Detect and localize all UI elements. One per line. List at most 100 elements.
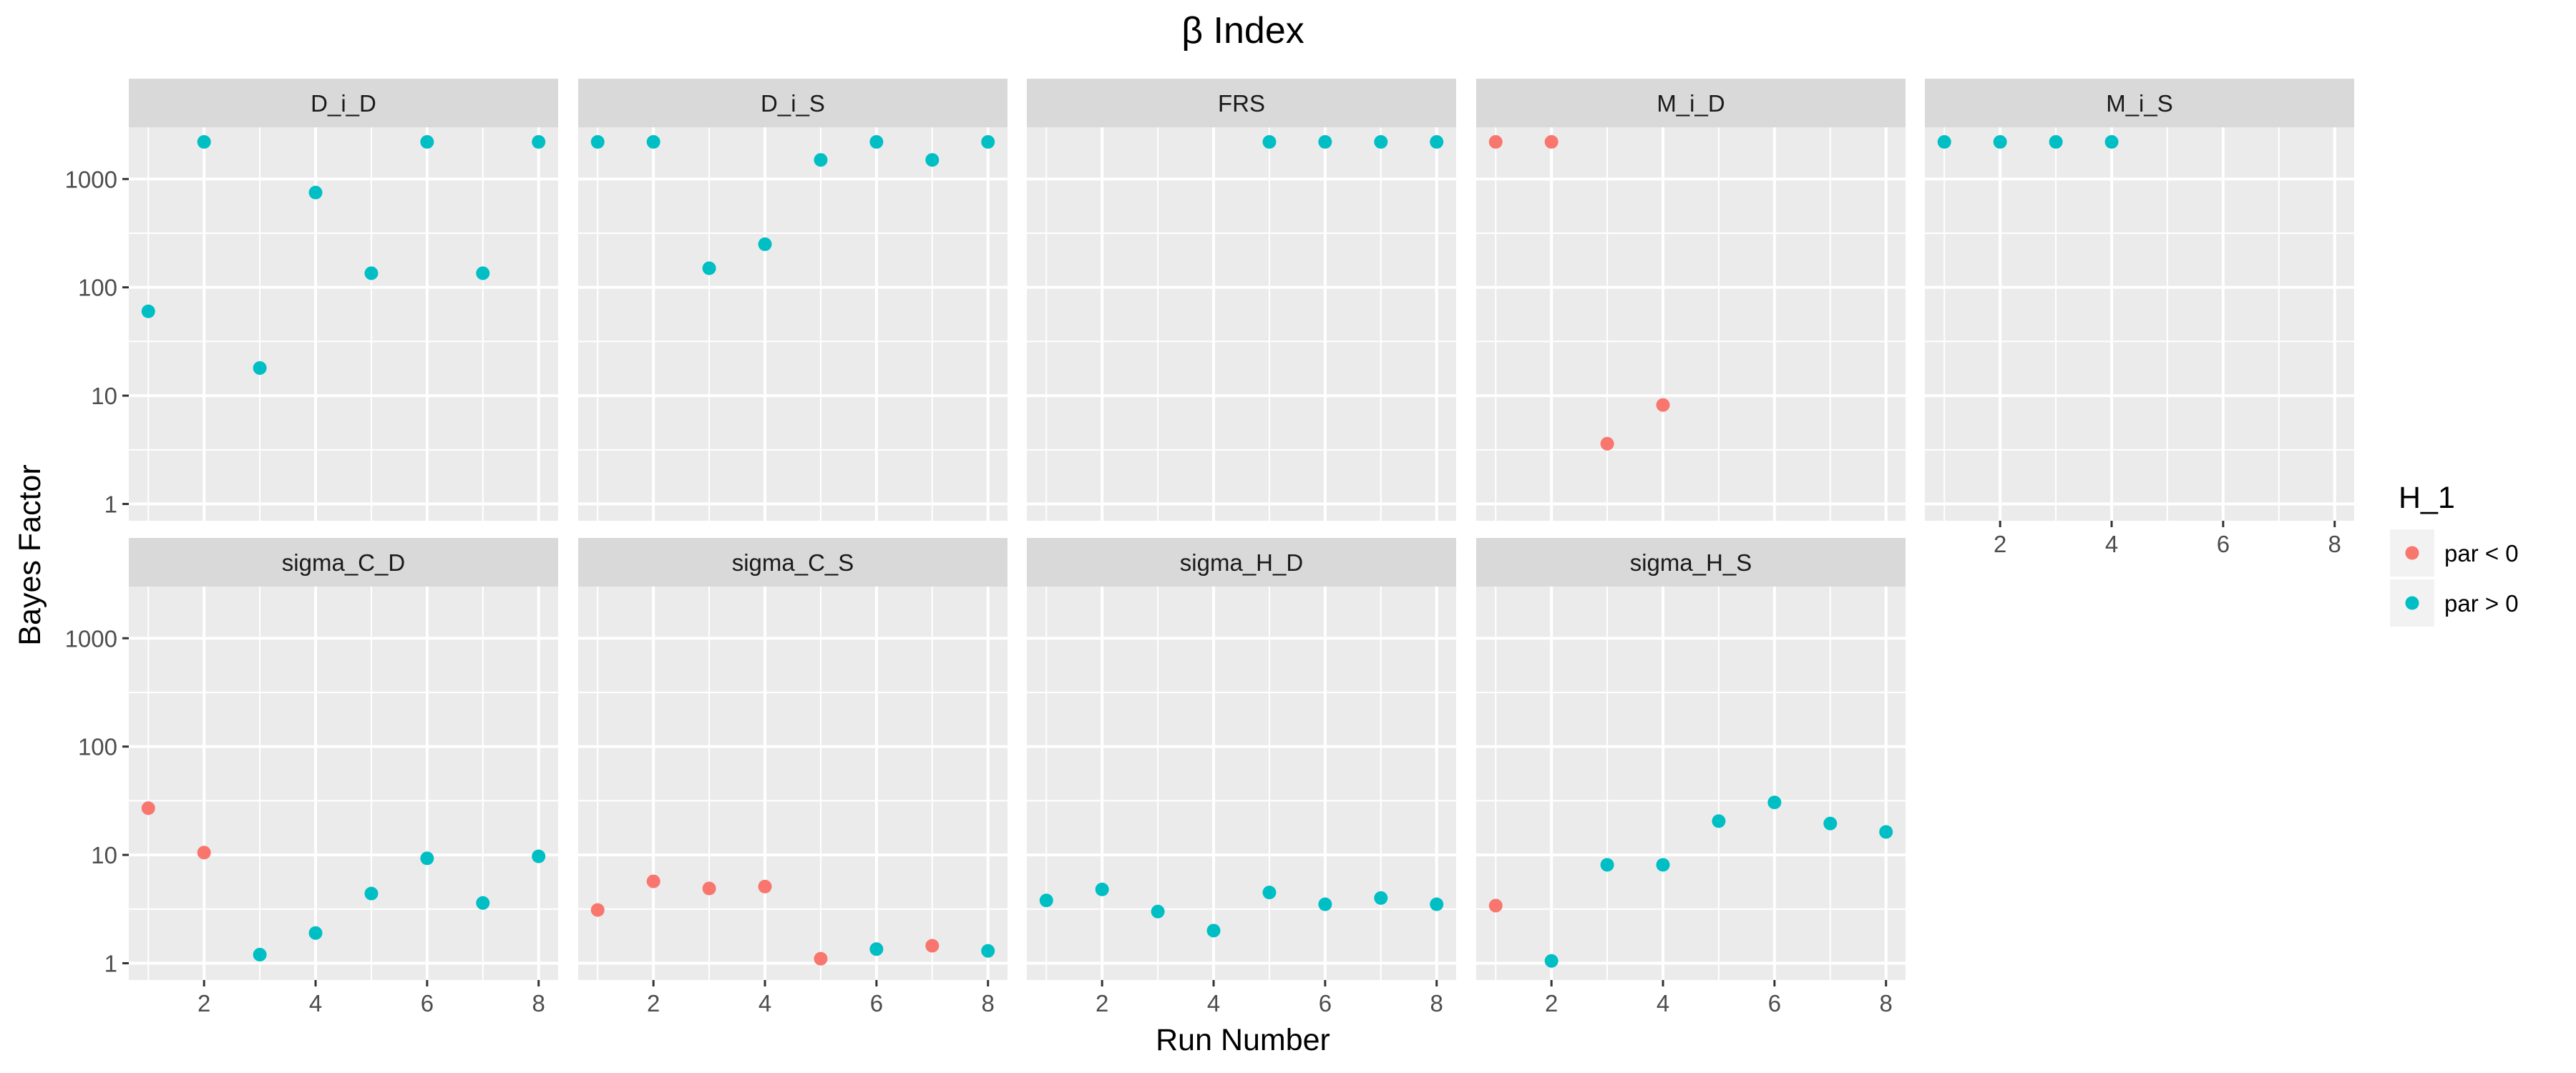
- data-point: [1206, 923, 1221, 938]
- data-point: [253, 361, 267, 375]
- data-point: [1656, 398, 1670, 412]
- panel-background: [1476, 127, 1906, 521]
- data-point: [758, 879, 772, 893]
- strip-label: D_i_S: [761, 90, 825, 117]
- data-point: [420, 851, 434, 866]
- data-point: [364, 886, 379, 901]
- y-tick-label: 1000: [65, 166, 117, 192]
- y-tick-label: 100: [78, 734, 117, 760]
- strip-frs: [1027, 79, 1456, 127]
- data-point: [253, 948, 267, 962]
- strip-label: M_i_D: [1657, 90, 1724, 117]
- data-point: [476, 266, 490, 280]
- data-point: [532, 849, 546, 863]
- legend-key-point: [2405, 596, 2419, 610]
- panel-m-i-d: M_i_D: [1476, 79, 1906, 521]
- data-point: [1262, 886, 1277, 900]
- data-point: [1879, 825, 1893, 839]
- data-point: [646, 874, 660, 888]
- data-point: [476, 896, 490, 910]
- x-tick-label: 6: [1319, 990, 1332, 1016]
- data-point: [1430, 134, 1444, 149]
- x-tick-label: 6: [2217, 531, 2230, 557]
- data-point: [814, 951, 828, 966]
- legend-label: par < 0: [2444, 540, 2519, 567]
- data-point: [141, 304, 155, 318]
- panel-background: [578, 127, 1008, 521]
- data-point: [1262, 134, 1277, 149]
- x-tick-label: 2: [1545, 990, 1558, 1016]
- x-tick-label: 8: [2328, 531, 2341, 557]
- data-point: [1600, 436, 1614, 451]
- panel-sigma-c-s: sigma_C_S 2 4 6 8: [578, 538, 1008, 1016]
- data-point: [1600, 858, 1614, 872]
- y-tick-label: 1: [104, 491, 117, 518]
- chart-title: β Index: [1181, 10, 1304, 52]
- data-point: [308, 926, 323, 940]
- strip-label: sigma_H_D: [1180, 549, 1303, 576]
- facet-panels: D_i_D 1 10 100 1000 D_i_S FRS M_i_D M_i_S 2 4 6 8 sig…: [65, 79, 2354, 1016]
- strip-m-i-s: [1925, 79, 2354, 127]
- panel-background: [1925, 127, 2354, 521]
- x-tick-label: 6: [1768, 990, 1781, 1016]
- strip-sigma-h-s: [1476, 538, 1906, 587]
- data-point: [1488, 134, 1503, 149]
- x-tick-label: 4: [758, 990, 771, 1016]
- data-point: [2104, 134, 2119, 149]
- x-tick-label: 8: [532, 990, 545, 1016]
- x-tick-label: 8: [1880, 990, 1893, 1016]
- panel-background: [129, 587, 558, 980]
- legend-key-point: [2405, 546, 2419, 560]
- data-point: [1374, 891, 1388, 905]
- strip-sigma-c-d: [129, 538, 558, 587]
- data-point: [925, 153, 940, 167]
- strip-label: M_i_S: [2106, 90, 2173, 117]
- y-tick-label: 10: [91, 383, 117, 409]
- x-tick-label: 4: [1207, 990, 1220, 1016]
- x-tick-label: 2: [197, 990, 210, 1016]
- legend-label: par > 0: [2444, 590, 2519, 617]
- strip-sigma-c-s: [578, 538, 1008, 587]
- data-point: [532, 134, 546, 149]
- panel-m-i-s: M_i_S 2 4 6 8: [1925, 79, 2354, 557]
- data-point: [1937, 134, 1951, 149]
- x-tick-label: 4: [309, 990, 322, 1016]
- strip-label: sigma_C_D: [282, 549, 405, 576]
- data-point: [141, 801, 155, 815]
- data-point: [1430, 897, 1444, 911]
- data-point: [590, 903, 605, 917]
- legend: H_1 par < 0 par > 0: [2390, 481, 2519, 627]
- data-point: [869, 134, 884, 149]
- data-point: [646, 134, 660, 149]
- data-point: [869, 942, 884, 956]
- data-point: [197, 134, 211, 149]
- panel-background: [1027, 587, 1456, 980]
- y-axis-title: Bayes Factor: [13, 464, 47, 645]
- data-point: [981, 944, 995, 958]
- data-point: [814, 153, 828, 167]
- data-point: [1823, 816, 1838, 831]
- data-point: [758, 237, 772, 251]
- data-point: [1095, 882, 1109, 896]
- panel-frs: FRS: [1027, 79, 1456, 521]
- x-tick-label: 6: [421, 990, 434, 1016]
- panel-background: [578, 587, 1008, 980]
- x-tick-label: 2: [1994, 531, 2006, 557]
- panel-background: [1476, 587, 1906, 980]
- x-tick-label: 8: [1430, 990, 1443, 1016]
- x-tick-label: 4: [2105, 531, 2118, 557]
- data-point: [197, 846, 211, 860]
- strip-sigma-h-d: [1027, 538, 1456, 587]
- panel-sigma-c-d: sigma_C_D 1 10 100 1000 2 4 6 8: [65, 538, 558, 1016]
- strip-label: D_i_D: [311, 90, 376, 117]
- data-point: [1374, 134, 1388, 149]
- data-point: [1767, 795, 1782, 810]
- data-point: [364, 266, 379, 280]
- data-point: [308, 185, 323, 200]
- y-tick-label: 100: [78, 275, 117, 301]
- strip-label: sigma_H_S: [1630, 549, 1752, 576]
- x-tick-label: 4: [1657, 990, 1669, 1016]
- data-point: [981, 134, 995, 149]
- panel-background: [1027, 127, 1456, 521]
